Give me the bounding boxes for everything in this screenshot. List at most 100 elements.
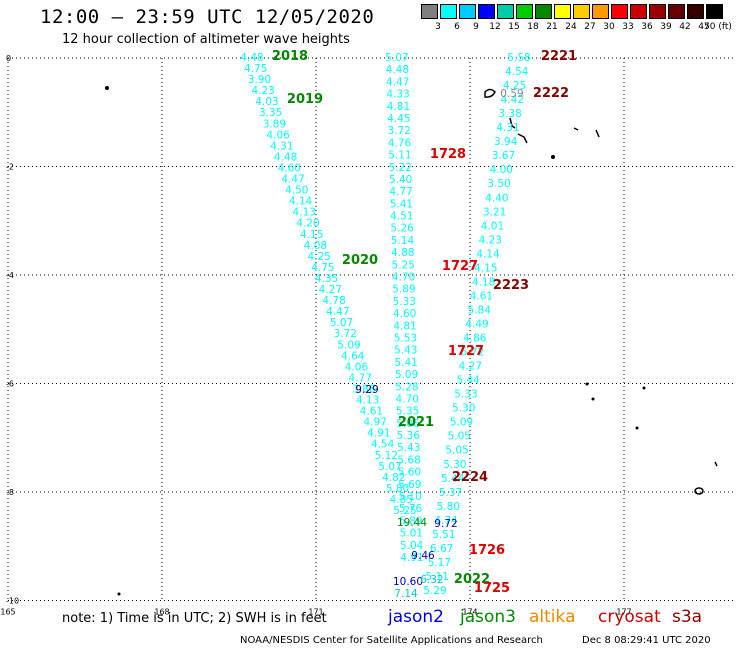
special-swh-value: 10.60 — [393, 576, 423, 588]
swh-value: 4.01 — [481, 220, 504, 232]
y-tick-label: -4 — [6, 271, 14, 280]
swh-value: 5.36 — [397, 430, 421, 442]
legend-label: 21 — [546, 22, 558, 32]
swh-value: 5.68 — [397, 454, 420, 466]
legend-swatch — [649, 4, 666, 19]
legend-label: 6 — [454, 22, 460, 32]
swh-value: 5.58 — [507, 52, 530, 64]
swh-value: 4.81 — [387, 101, 410, 113]
swh-value: 4.25 — [503, 80, 526, 92]
footnote: note: 1) Time is in UTC; 2) SWH is in fe… — [62, 611, 327, 626]
satellite-altika-label: altika — [529, 607, 576, 627]
x-tick-label: 165 — [0, 608, 15, 617]
island — [509, 117, 516, 129]
swh-value: 5.89 — [392, 284, 415, 296]
pass-id-label: 1728 — [430, 147, 466, 162]
swh-value: 5.72 — [461, 347, 484, 359]
swh-value: 4.88 — [391, 247, 414, 259]
island — [714, 461, 718, 467]
swh-value: 4.70 — [392, 272, 415, 284]
swh-value: 3.89 — [263, 118, 286, 130]
swh-value: 4.82 — [382, 472, 405, 484]
swh-value: 4.61 — [360, 406, 383, 418]
legend-swatch — [478, 4, 495, 19]
island — [117, 592, 121, 596]
legend-label: 45 — [698, 22, 710, 32]
map-grid: 165 168 171 174 177 0 -2 -4 -6 -8 -10 — [0, 54, 734, 617]
legend-label: 18 — [527, 22, 539, 32]
legend-swatch — [516, 4, 533, 19]
swh-value: 5.76 — [399, 503, 423, 515]
map-subtitle: 12 hour collection of altimeter wave hei… — [62, 32, 350, 47]
satellite-jason2-label: jason2 — [388, 607, 444, 627]
pass-id-label: 1727 — [442, 259, 478, 274]
island — [484, 88, 496, 98]
swh-value: 5.04 — [400, 540, 424, 552]
swh-value: 5.11 — [426, 571, 449, 583]
swh-value: 4.08 — [304, 240, 327, 252]
swh-value: 5.43 — [394, 345, 417, 357]
swh-value: 4.77 — [389, 186, 412, 198]
swh-value: 3.67 — [492, 150, 515, 162]
swh-value: 5.26 — [390, 223, 414, 235]
swh-value: 3.94 — [494, 136, 518, 148]
legend-label: 42 — [679, 22, 691, 32]
swh-value: 5.22 — [389, 162, 412, 174]
swh-value: 4.47 — [386, 76, 409, 88]
island-outlines — [105, 86, 718, 596]
legend-label: 33 — [622, 22, 634, 32]
satellite-jason3-label: jason3 — [460, 607, 516, 627]
legend-swatch — [421, 4, 438, 19]
swh-value: 6.67 — [430, 543, 453, 555]
swh-value: 4.47 — [281, 174, 304, 186]
swh-value: 5.33 — [393, 296, 416, 308]
swh-value: 5.33 — [454, 389, 477, 401]
legend-swatch — [687, 4, 704, 19]
island — [591, 397, 595, 401]
swh-value: 4.76 — [388, 137, 412, 149]
swh-value: 4.35 — [315, 273, 338, 285]
island — [551, 155, 555, 159]
pass-id-label: 1727 — [448, 344, 484, 359]
island — [573, 127, 579, 131]
y-tick-label: -6 — [6, 380, 14, 389]
swh-value: 5.09 — [395, 369, 418, 381]
swh-value: 5.43 — [397, 442, 420, 454]
swh-value: 4.48 — [240, 52, 263, 64]
swh-value: 5.80 — [437, 501, 460, 513]
pass-id-label: 2223 — [493, 278, 529, 293]
swh-value: 5.40 — [389, 174, 412, 186]
swh-value: 3.35 — [259, 107, 282, 119]
swh-value: 5.53 — [394, 332, 417, 344]
legend-swatch — [611, 4, 628, 19]
island — [635, 426, 639, 430]
y-tick-label: -8 — [6, 488, 14, 497]
legend-label: 39 — [660, 22, 672, 32]
swh-value: 4.64 — [341, 350, 365, 362]
special-swh-value: 0.59 — [500, 88, 523, 100]
legend-swatch — [668, 4, 685, 19]
legend-swatch — [573, 4, 590, 19]
swh-value: 4.48 — [386, 64, 409, 76]
swh-value: 5.25 — [393, 505, 416, 517]
swh-value: 4.23 — [479, 234, 502, 246]
swh-value: 4.75 — [244, 63, 267, 75]
swh-value: 4.91 — [367, 428, 390, 440]
pass-id-label: 1725 — [474, 581, 510, 596]
swh-value: 4.13 — [293, 207, 316, 219]
swh-value: 4.47 — [326, 306, 349, 318]
swh-value: 4.20 — [296, 218, 319, 230]
swh-value: 5.10 — [398, 491, 421, 503]
swh-value: 4.50 — [285, 185, 308, 197]
swh-value: 4.03 — [255, 96, 278, 108]
island — [585, 382, 589, 386]
swh-value: 5.44 — [456, 375, 480, 387]
legend-label: 70 (ft) — [704, 22, 732, 32]
swh-value: 4.86 — [463, 333, 487, 345]
swh-value: 5.14 — [391, 235, 415, 247]
special-swh-value: 19.44 — [397, 517, 427, 529]
swh-value: 3.50 — [487, 178, 510, 190]
legend-label: 15 — [508, 22, 520, 32]
swh-value: 4.85 — [390, 494, 413, 506]
